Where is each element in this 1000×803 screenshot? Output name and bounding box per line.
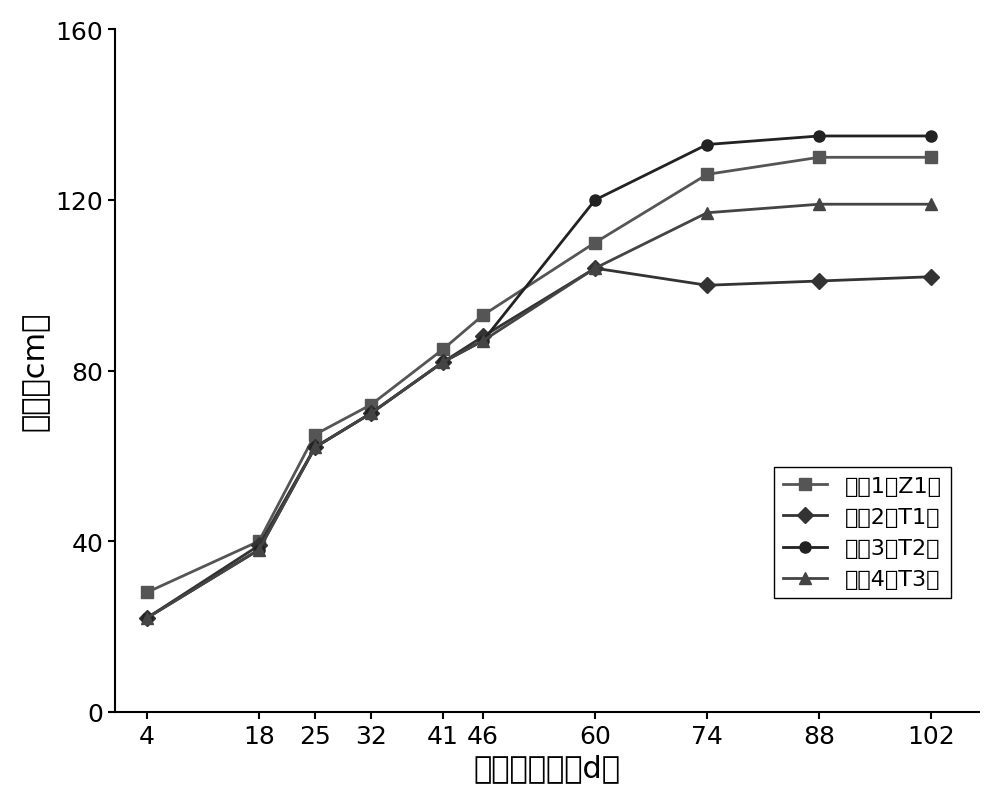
温室3（T2）	[701, 141, 713, 150]
温室2（T1）	[589, 264, 601, 274]
温室4（T3）	[477, 336, 489, 346]
Line: 温室2（T1）: 温室2（T1）	[141, 263, 937, 624]
温室3（T2）	[813, 132, 825, 141]
温室1（Z1）	[589, 238, 601, 248]
温室3（T2）	[477, 336, 489, 346]
温室1（Z1）	[813, 153, 825, 163]
Y-axis label: 株高（cm）: 株高（cm）	[21, 312, 50, 430]
温室1（Z1）	[701, 170, 713, 180]
温室4（T3）	[701, 209, 713, 218]
Line: 温室4（T3）: 温室4（T3）	[141, 199, 937, 624]
温室2（T1）	[701, 281, 713, 291]
温室2（T1）	[437, 358, 449, 368]
Line: 温室1（Z1）: 温室1（Z1）	[141, 153, 937, 598]
温室3（T2）	[253, 545, 265, 555]
温室3（T2）	[309, 443, 321, 453]
温室1（Z1）	[309, 430, 321, 440]
温室1（Z1）	[365, 401, 377, 410]
温室1（Z1）	[141, 588, 153, 597]
温室4（T3）	[253, 545, 265, 555]
温室2（T1）	[365, 409, 377, 418]
温室3（T2）	[365, 409, 377, 418]
温室4（T3）	[589, 264, 601, 274]
温室4（T3）	[925, 200, 937, 210]
Legend: 温室1（Z1）, 温室2（T1）, 温室3（T2）, 温室4（T3）: 温室1（Z1）, 温室2（T1）, 温室3（T2）, 温室4（T3）	[774, 467, 951, 598]
温室1（Z1）	[925, 153, 937, 163]
温室2（T1）	[309, 443, 321, 453]
温室3（T2）	[437, 358, 449, 368]
温室2（T1）	[253, 541, 265, 551]
温室3（T2）	[925, 132, 937, 141]
温室3（T2）	[141, 613, 153, 623]
温室4（T3）	[813, 200, 825, 210]
温室2（T1）	[141, 613, 153, 623]
温室4（T3）	[437, 358, 449, 368]
Line: 温室3（T2）: 温室3（T2）	[141, 131, 937, 624]
温室2（T1）	[477, 332, 489, 342]
温室1（Z1）	[437, 345, 449, 355]
温室2（T1）	[925, 272, 937, 282]
温室4（T3）	[141, 613, 153, 623]
温室4（T3）	[365, 409, 377, 418]
温室2（T1）	[813, 277, 825, 287]
X-axis label: 移栽后天数（d）: 移栽后天数（d）	[474, 753, 621, 782]
温室1（Z1）	[477, 311, 489, 320]
温室4（T3）	[309, 443, 321, 453]
温室1（Z1）	[253, 536, 265, 546]
温室3（T2）	[589, 196, 601, 206]
